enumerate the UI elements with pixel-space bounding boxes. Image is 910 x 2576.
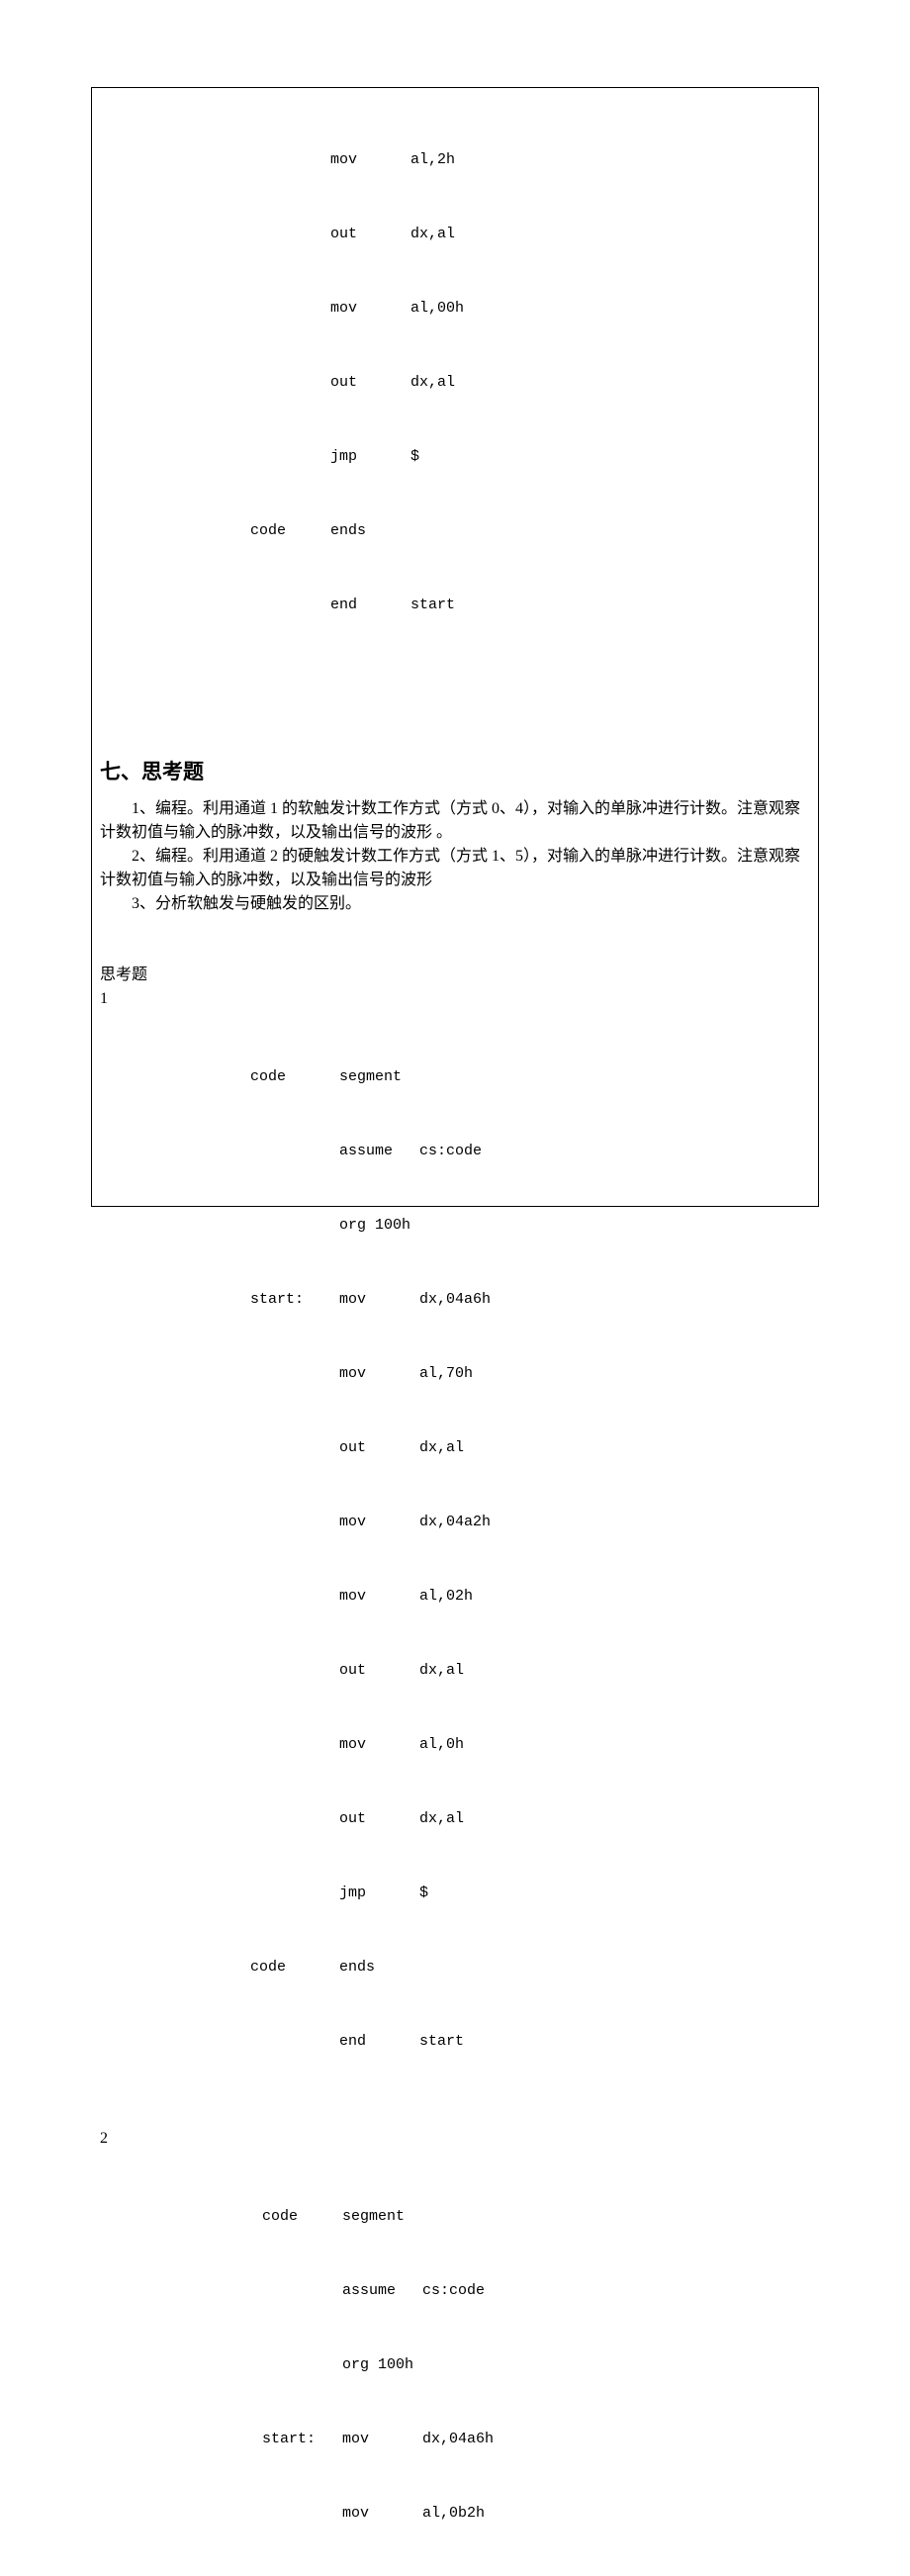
code-line: jmp $ [250, 444, 818, 469]
code-line: mov al,0b2h [262, 2501, 818, 2526]
page-frame: mov al,2h out dx,al mov al,00h out dx,al… [91, 87, 819, 1207]
code-line: code segment [250, 1064, 818, 1089]
answers-label: 思考题 [92, 964, 818, 987]
question-2: 2、编程。利用通道 2 的硬触发计数工作方式（方式 1、5），对输入的单脉冲进行… [92, 845, 818, 892]
code-line: end start [250, 593, 818, 617]
question-3: 3、分析软触发与硬触发的区别。 [92, 892, 818, 916]
code-line: code ends [250, 1955, 818, 1979]
answer-number-1: 1 [92, 987, 818, 1011]
question-1-text: 1、编程。利用通道 1 的软触发计数工作方式（方式 0、4），对输入的单脉冲进行… [100, 800, 800, 841]
code-line: assume cs:code [250, 1139, 818, 1163]
code-line: out dx,al [250, 370, 818, 395]
code-line: end start [250, 2029, 818, 2054]
code-line: code ends [250, 518, 818, 543]
code-line: jmp $ [250, 1881, 818, 1905]
answer-number-2: 2 [92, 2127, 818, 2151]
code-line: mov al,0h [250, 1732, 818, 1757]
code-line: mov al,2h [250, 147, 818, 172]
code-block-top: mov al,2h out dx,al mov al,00h out dx,al… [92, 98, 818, 667]
code-line: mov al,02h [250, 1584, 818, 1609]
code-line: out dx,al [250, 1658, 818, 1683]
question-1: 1、编程。利用通道 1 的软触发计数工作方式（方式 0、4），对输入的单脉冲进行… [92, 797, 818, 845]
code-line: out dx,al [250, 1806, 818, 1831]
code-line: mov dx,04a2h [250, 1510, 818, 1534]
code-line: start: mov dx,04a6h [262, 2427, 818, 2451]
code-line: mov al,70h [250, 1361, 818, 1386]
code-line: out dx,al [250, 1435, 818, 1460]
section-heading: 七、思考题 [92, 756, 818, 785]
code-block-answer-1: code segment assume cs:code org 100h sta… [92, 1015, 818, 2103]
code-line: out dx,al [262, 2575, 818, 2576]
code-line: org 100h [262, 2352, 818, 2377]
question-2-text: 2、编程。利用通道 2 的硬触发计数工作方式（方式 1、5），对输入的单脉冲进行… [100, 848, 800, 888]
code-line: org 100h [250, 1213, 818, 1238]
code-line: start: mov dx,04a6h [250, 1287, 818, 1312]
code-line: out dx,al [250, 222, 818, 246]
code-line: mov al,00h [250, 296, 818, 321]
question-3-text: 3、分析软触发与硬触发的区别。 [132, 895, 361, 912]
code-block-answer-2: code segment assume cs:code org 100h sta… [92, 2155, 818, 2576]
code-line: assume cs:code [262, 2278, 818, 2303]
code-line: code segment [262, 2204, 818, 2229]
